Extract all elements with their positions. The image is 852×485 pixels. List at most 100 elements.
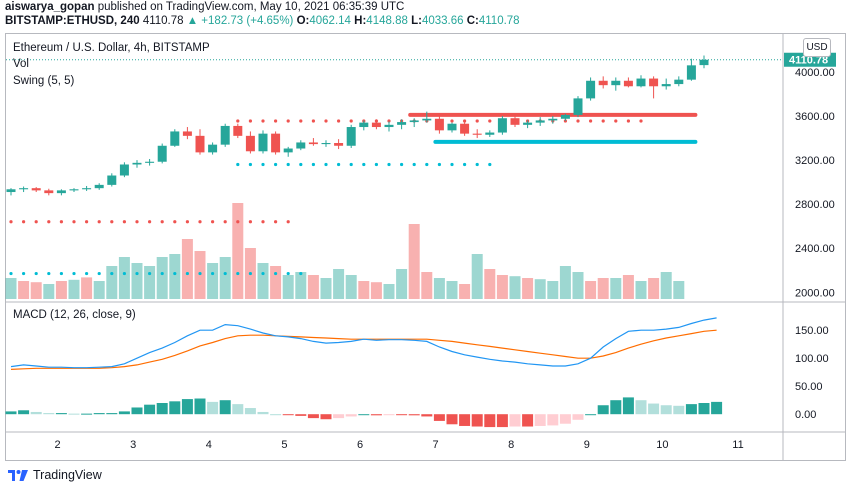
swing-low-dot (9, 271, 13, 276)
high-value: 4148.88 (366, 15, 408, 27)
macd-histogram-bar (43, 413, 55, 415)
swing-high-dot (9, 220, 13, 224)
time-tick-label: 11 (732, 439, 743, 451)
macd-histogram-bar (471, 414, 483, 427)
candle-body (296, 142, 306, 149)
volume-bar (585, 281, 597, 299)
candle-body (472, 133, 482, 135)
macd-histogram-bar (5, 411, 17, 415)
candle-body (145, 161, 155, 163)
published-text: published on TradingView.com, May 10, 20… (97, 1, 405, 13)
swing-low-dot (236, 162, 240, 167)
swing-low-dot (110, 271, 114, 276)
volume-bar (408, 224, 420, 299)
volume-bar (660, 272, 672, 299)
swing-high-dot (349, 119, 353, 123)
candle-body (82, 188, 92, 190)
candle-body (170, 131, 180, 146)
time-tick-label: 9 (584, 439, 590, 451)
macd-histogram-bar (547, 414, 559, 426)
swing-high-dot (248, 119, 252, 123)
swing-high-dot (248, 220, 252, 224)
macd-histogram-bar (55, 413, 67, 415)
candle-body (686, 65, 696, 80)
low-value: 4033.66 (421, 15, 464, 27)
volume-bar (534, 279, 546, 299)
macd-histogram-bar (572, 414, 584, 420)
volume-bar (219, 257, 231, 299)
macd-histogram-bar (370, 414, 382, 416)
candle-body (371, 122, 381, 128)
currency-button[interactable]: USD (803, 38, 831, 57)
swing-low-dot (349, 162, 353, 167)
volume-bar (320, 278, 332, 299)
swing-low-dot (160, 271, 164, 276)
macd-histogram-bar (446, 414, 458, 425)
swing-high-dot (135, 220, 139, 224)
chart-frame[interactable] (5, 33, 846, 461)
volume-bar (232, 203, 244, 299)
time-tick-label: 2 (55, 439, 61, 451)
close-label: C: (466, 15, 479, 27)
candle-body (523, 122, 533, 125)
swing-high-dot (626, 119, 631, 123)
swing-low-dot (488, 162, 492, 167)
swing-low-dot (437, 162, 441, 167)
swing-high-dot (450, 119, 454, 123)
candle-body (157, 145, 167, 162)
swing-low-dot (475, 162, 479, 167)
macd-histogram-bar (169, 401, 181, 415)
swing-low-dot (362, 162, 366, 167)
swing-high-dot (97, 220, 101, 224)
swing-low-dot (85, 271, 89, 276)
macd-tick-label: 150.00 (795, 325, 829, 337)
macd-histogram-bar (673, 405, 685, 415)
volume-bar (597, 278, 609, 299)
volume-bar (459, 284, 471, 299)
footer: TradingView (7, 466, 102, 484)
macd-histogram-bar (156, 403, 168, 415)
candle-body (69, 189, 79, 191)
swing-high-dot (274, 119, 278, 123)
macd-histogram-bar (597, 405, 609, 415)
candle-body (460, 123, 470, 134)
macd-histogram-bar (207, 401, 219, 415)
swing-low-dot (59, 271, 64, 276)
macd-histogram-bar (610, 400, 622, 415)
time-tick-label: 10 (656, 439, 668, 451)
author-name[interactable]: aiswarya_gopan (5, 1, 95, 13)
candle-body (384, 124, 394, 128)
macd-histogram-bar (421, 414, 433, 417)
candle-body (195, 135, 205, 153)
macd-histogram-bar (257, 411, 269, 415)
volume-bar (68, 279, 80, 299)
swing-high-dot (34, 220, 38, 224)
swing-high-dot (59, 220, 64, 224)
swing-low-dot (374, 162, 378, 167)
volume-bar (547, 281, 559, 299)
swing-low-dot (173, 271, 177, 276)
swing-high-dot (160, 220, 164, 224)
macd-histogram-bar (711, 401, 723, 415)
swing-low-dot (47, 271, 51, 276)
macd-histogram-bar (622, 397, 634, 415)
candle-body (334, 143, 344, 146)
swing-high-dot (589, 119, 593, 123)
candle-body (674, 79, 684, 85)
volume-bar (421, 272, 433, 299)
volume-bar (446, 281, 458, 299)
candle-body (573, 98, 583, 115)
macd-histogram-bar (496, 414, 508, 428)
candle-body (649, 78, 659, 87)
swing-high-dot (72, 220, 76, 224)
swing-low-dot (286, 162, 290, 167)
volume-bar (396, 269, 408, 299)
footer-brand[interactable]: TradingView (33, 468, 102, 482)
swing-high-dot (274, 220, 278, 224)
candle-body (397, 122, 407, 125)
volume-bar (93, 281, 105, 299)
volume-bar (622, 275, 634, 299)
candle-body (208, 144, 218, 153)
volume-bar (257, 263, 269, 299)
